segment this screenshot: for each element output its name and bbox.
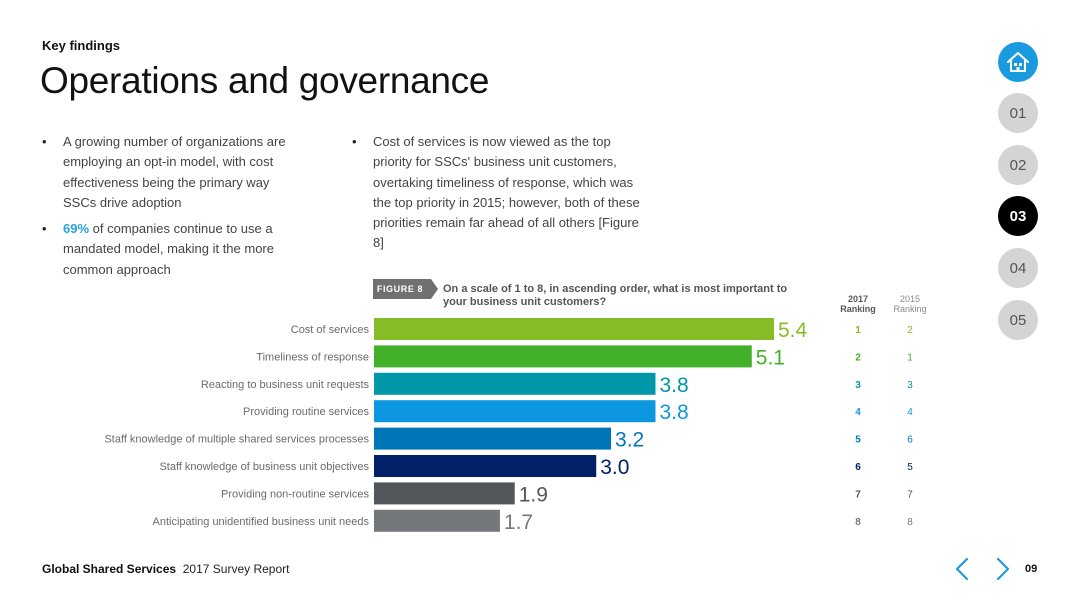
ranking-header-2017: 2017 Ranking — [836, 294, 880, 314]
ranking-2015: 4 — [907, 407, 913, 418]
nav-section-02[interactable]: 02 — [998, 145, 1038, 185]
category-label: Providing routine services — [243, 406, 369, 418]
page-number: 09 — [1025, 563, 1038, 575]
bullet-item: 69% of companies continue to use a manda… — [42, 219, 302, 280]
bullet-highlight: 69% — [63, 221, 90, 237]
value-label: 3.0 — [600, 456, 629, 479]
ranking-header-2015: 2015 Ranking — [888, 294, 932, 314]
ranking-header-label: Ranking — [840, 304, 876, 314]
bar — [374, 318, 774, 340]
ranking-2015: 3 — [907, 380, 913, 391]
ranking-2017: 5 — [855, 435, 861, 446]
category-label: Reacting to business unit requests — [201, 379, 370, 391]
nav-section-05[interactable]: 05 — [998, 300, 1038, 340]
ranking-2017: 3 — [855, 380, 861, 391]
category-label: Anticipating unidentified business unit … — [153, 516, 370, 528]
footer-title: Global Shared Services 2017 Survey Repor… — [42, 562, 289, 576]
footer-brand: Global Shared Services — [42, 562, 177, 576]
category-label: Staff knowledge of business unit objecti… — [159, 461, 369, 473]
bar — [374, 345, 752, 368]
category-label: Staff knowledge of multiple shared servi… — [104, 434, 369, 446]
bar — [374, 400, 656, 423]
value-label: 5.1 — [756, 346, 785, 369]
category-label: Cost of services — [291, 324, 370, 336]
ranking-header-year: 2015 — [899, 294, 921, 304]
ranking-2015: 7 — [907, 489, 913, 500]
value-label: 1.7 — [504, 511, 533, 534]
ranking-2017: 7 — [855, 489, 861, 500]
value-label: 3.8 — [659, 374, 688, 397]
bullet-item: A growing number of organizations are em… — [42, 132, 302, 213]
bar — [374, 372, 656, 395]
value-label: 5.4 — [778, 319, 808, 342]
ranking-2015: 8 — [907, 517, 913, 528]
chevron-left-icon[interactable] — [951, 556, 975, 582]
value-label: 1.9 — [519, 483, 548, 506]
ranking-2015: 6 — [907, 435, 913, 446]
bar — [374, 427, 612, 450]
home-button[interactable] — [998, 42, 1038, 82]
ranking-2017: 2 — [855, 352, 861, 363]
section-kicker: Key findings — [42, 38, 121, 53]
ranking-2017: 4 — [855, 407, 861, 418]
value-label: 3.8 — [659, 401, 688, 424]
bullet-text: of companies continue to use a mandated … — [63, 221, 274, 277]
footer-report: 2017 Survey Report — [182, 562, 290, 576]
ranking-2015: 2 — [907, 325, 913, 336]
importance-bar-chart: Cost of services 5.4 1 2 Timeliness of respo… — [104, 318, 913, 534]
category-label: Providing non-routine services — [221, 488, 369, 500]
bullet-text: A growing number of organizations are em… — [63, 134, 286, 210]
home-icon — [1007, 52, 1029, 72]
figure-badge: FIGURE 8 — [373, 279, 438, 299]
ranking-header-label: Ranking — [893, 304, 927, 314]
ranking-2015: 1 — [907, 352, 913, 363]
bullet-text: Cost of services is now viewed as the to… — [373, 134, 640, 251]
ranking-2017: 6 — [855, 462, 861, 473]
ranking-2017: 1 — [855, 325, 861, 336]
ranking-header-year: 2017 — [847, 294, 869, 304]
figure-question: On a scale of 1 to 8, in ascending order… — [443, 283, 788, 308]
page-title: Operations and governance — [40, 60, 490, 101]
bar — [374, 482, 515, 505]
bar — [374, 455, 597, 477]
bullet-item: Cost of services is now viewed as the to… — [352, 132, 652, 254]
ranking-2017: 8 — [855, 517, 861, 528]
nav-section-04[interactable]: 04 — [998, 248, 1038, 288]
bullet-list-left: A growing number of organizations are em… — [42, 132, 302, 286]
value-label: 3.2 — [615, 429, 644, 452]
category-label: Timeliness of response — [256, 351, 369, 363]
nav-section-03[interactable]: 03 — [998, 196, 1038, 236]
chevron-right-icon[interactable] — [990, 556, 1014, 582]
nav-section-01[interactable]: 01 — [998, 93, 1038, 133]
bullet-list-right: Cost of services is now viewed as the to… — [352, 132, 652, 260]
bar — [374, 509, 500, 532]
ranking-2015: 5 — [907, 462, 913, 473]
